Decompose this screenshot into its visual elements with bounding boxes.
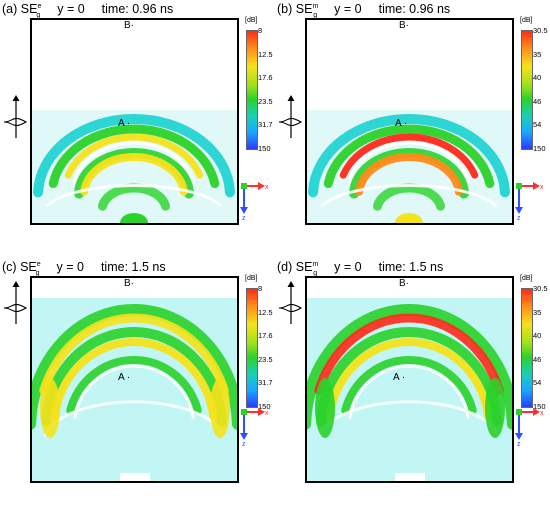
field-map: B· A · [305, 276, 514, 483]
axis-z-label: z [517, 441, 521, 446]
colorbar-unit: [dB] [245, 17, 258, 24]
colorbar-unit: [dB] [245, 275, 258, 282]
plane-equation: y = 0 [334, 260, 362, 274]
panel-label: (d) [277, 260, 293, 274]
field-map-image [307, 298, 512, 481]
colorbar-tick: 150 [258, 401, 271, 411]
marker-b: B· [124, 20, 135, 31]
colorbar-tick: 150 [258, 143, 271, 153]
colorbar [246, 30, 258, 150]
colorbar-tick: 54 [533, 378, 542, 387]
time-label: time: 0.96 ns [378, 2, 451, 16]
axis-triad-icon: x z [515, 182, 543, 220]
colorbar-tick: 31.7 [258, 378, 273, 387]
plane-equation: y = 0 [334, 2, 362, 16]
axis-x-label: x [265, 410, 268, 417]
axis-z-label: z [242, 441, 246, 446]
panel-label: (b) [277, 2, 293, 16]
marker-a: A · [393, 372, 406, 383]
colorbar-unit: [dB] [520, 17, 533, 24]
colorbar-tick: 12.5 [258, 49, 273, 59]
marker-b: B· [399, 20, 410, 31]
source-pulse-icon [4, 281, 28, 324]
colorbar [521, 30, 533, 150]
field-map-image [32, 110, 237, 223]
axis-x-label: x [540, 410, 543, 417]
field-name: SEmg [295, 2, 319, 19]
colorbar-tick: 46 [533, 96, 542, 106]
colorbar-tick: 46 [533, 354, 542, 364]
axis-triad-icon: x z [240, 182, 268, 220]
marker-a: A · [118, 372, 131, 383]
colorbar-tick: 17.6 [258, 73, 273, 82]
axis-x-label: x [265, 184, 268, 191]
panel-title: (b) SEmg y = 0 time: 0.96 ns [277, 2, 450, 19]
source-pulse-icon [4, 95, 28, 138]
plane-equation: y = 0 [57, 2, 85, 16]
colorbar-tick: 8 [258, 284, 263, 293]
field-map-image [32, 298, 237, 481]
axis-triad-icon: x z [515, 408, 543, 446]
time-label: time: 0.96 ns [101, 2, 174, 16]
colorbar-tick: 40 [533, 73, 542, 82]
figure-panel-d: (d) SEmg y = 0 time: 1.5 ns B· A · [dB] … [275, 258, 550, 516]
field-map: B· A · [30, 276, 239, 483]
field-name: SEeg [20, 2, 42, 19]
colorbar-tick: 17.6 [258, 331, 273, 340]
marker-a: A · [118, 118, 131, 129]
colorbar-tick: 150 [533, 143, 546, 153]
source-pulse-icon [279, 281, 303, 324]
axis-z-label: z [517, 215, 521, 220]
marker-b: B· [124, 278, 135, 289]
source-pulse-icon [279, 95, 303, 138]
figure-panel-a: (a) SEeg y = 0 time: 0.96 ns B· A · [dB]… [0, 0, 275, 258]
colorbar-tick: 31.7 [258, 120, 273, 129]
marker-b: B· [399, 278, 410, 289]
colorbar-tick: 30.5 [533, 26, 548, 35]
panel-title: (a) SEeg y = 0 time: 0.96 ns [2, 2, 173, 19]
panel-title: (d) SEmg y = 0 time: 1.5 ns [277, 260, 443, 277]
colorbar-tick: 23.5 [258, 96, 273, 106]
field-name: SEmg [295, 260, 319, 277]
colorbar-tick: 35 [533, 307, 542, 317]
figure-panel-c: (c) SEeg y = 0 time: 1.5 ns B· A · [dB] … [0, 258, 275, 516]
figure-panel-b: (b) SEmg y = 0 time: 0.96 ns B· A · [dB]… [275, 0, 550, 258]
axis-z-label: z [242, 215, 246, 220]
colorbar-tick: 30.5 [533, 284, 548, 293]
field-map-image [307, 110, 512, 223]
colorbar-unit: [dB] [520, 275, 533, 282]
colorbar-tick: 12.5 [258, 307, 273, 317]
colorbar-tick: 35 [533, 49, 542, 59]
time-label: time: 1.5 ns [100, 260, 166, 274]
field-map: B· A · [305, 18, 514, 225]
time-label: time: 1.5 ns [378, 260, 444, 274]
axis-x-label: x [540, 184, 543, 191]
colorbar-tick: 23.5 [258, 354, 273, 364]
colorbar-tick: 150 [533, 401, 546, 411]
field-map: B· A · [30, 18, 239, 225]
colorbar [521, 288, 533, 408]
colorbar [246, 288, 258, 408]
colorbar-tick: 8 [258, 26, 263, 35]
plane-equation: y = 0 [56, 260, 84, 274]
panel-title: (c) SEeg y = 0 time: 1.5 ns [2, 260, 166, 277]
colorbar-tick: 40 [533, 331, 542, 340]
panel-label: (a) [2, 2, 18, 16]
colorbar-tick: 54 [533, 120, 542, 129]
axis-triad-icon: x z [240, 408, 268, 446]
panel-label: (c) [2, 260, 17, 274]
field-name: SEeg [20, 260, 41, 277]
marker-a: A · [395, 118, 408, 129]
